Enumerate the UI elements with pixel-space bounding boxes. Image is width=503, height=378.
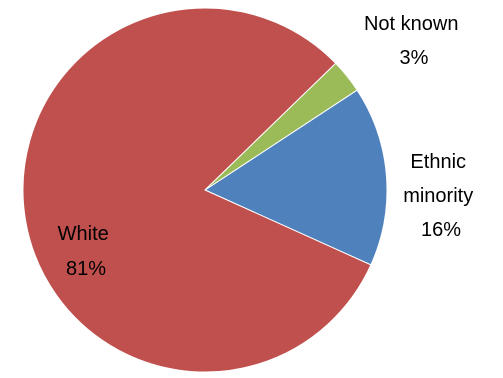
slice-value-ethnic-minority: 16% <box>421 219 461 241</box>
slice-value-white: 81% <box>66 258 106 280</box>
slice-label-ethnic-minority: Ethnic minority 16% <box>403 151 479 241</box>
pie-slice-ethnic-minority <box>203 89 388 266</box>
pie-slices <box>22 7 388 373</box>
slice-label-not-known: Not known 3% <box>364 13 464 69</box>
slice-value-not-known: 3% <box>400 47 429 69</box>
pie-labels: Ethnic minority 16% White 81% Not known … <box>58 13 479 280</box>
pie-slice-not-known <box>204 62 358 191</box>
slice-label-white: White 81% <box>58 223 115 280</box>
pie-slice-white <box>22 7 372 373</box>
